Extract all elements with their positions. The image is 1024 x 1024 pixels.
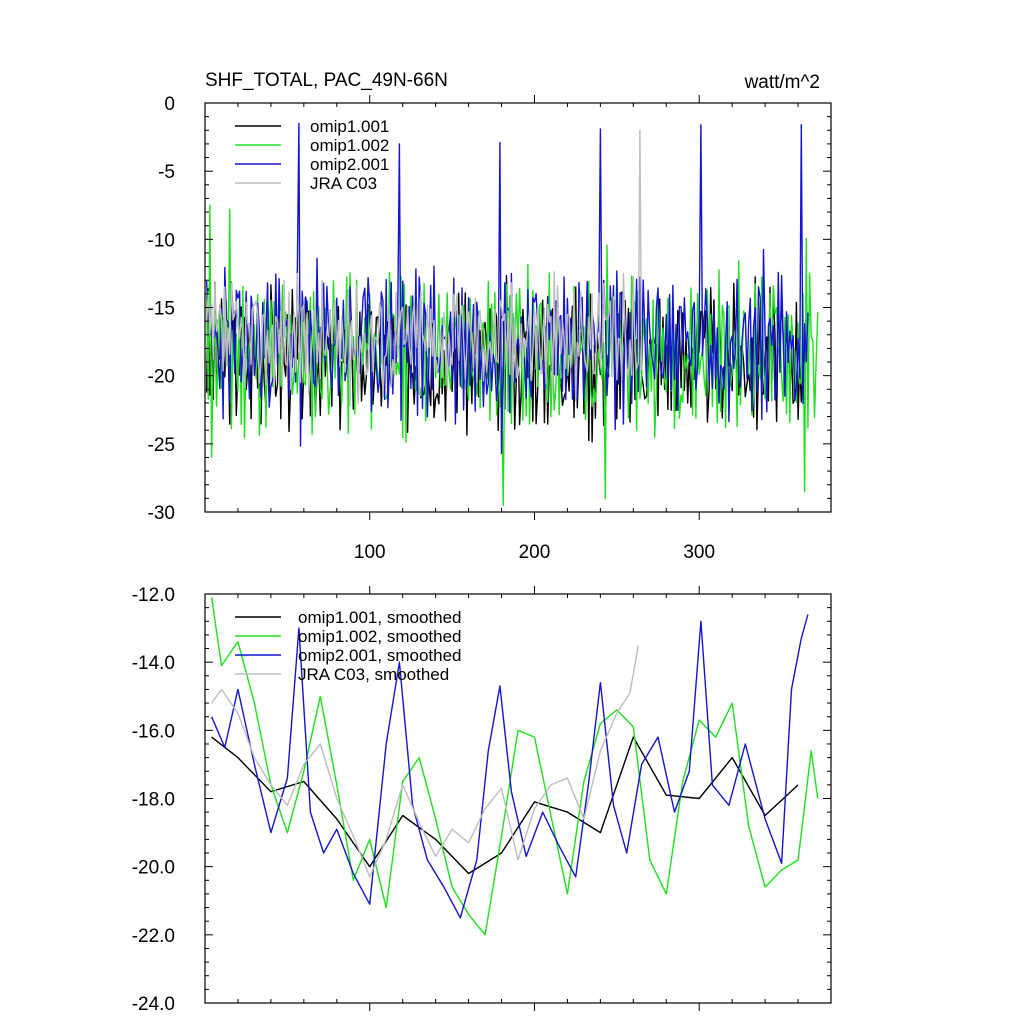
legend-label-1: omip1.001: [310, 117, 389, 136]
bottom-panel: -12.0 -14.0 -16.0 -18.0 -20.0 -22.0 -24.0 omip…: [132, 585, 832, 1015]
legend-label-1: omip1.001, smoothed: [298, 608, 462, 627]
bottom-panel-series: [210, 597, 819, 936]
y-tick-label: 0: [164, 94, 175, 115]
legend-label-2: omip1.002, smoothed: [298, 627, 462, 646]
top-panel-series: [205, 122, 819, 506]
y-tick-label: -20.0: [132, 858, 175, 879]
y-tick-label: -16.0: [132, 721, 175, 742]
top-axis-ticks: 0 -5 -10 -15 -20 -25 -30 100 200 300: [148, 94, 831, 563]
x-tick-label: 100: [354, 542, 386, 563]
top-units-label: watt/m^2: [744, 72, 820, 93]
legend-label-3: omip2.001, smoothed: [298, 646, 462, 665]
series-line-2: [210, 597, 819, 936]
series-line-1: [211, 736, 799, 875]
legend-label-4: JRA C03, smoothed: [298, 665, 449, 684]
y-tick-label: -14.0: [132, 653, 175, 674]
series-line-3: [210, 614, 809, 919]
series-line-4: [211, 644, 639, 878]
y-tick-label: -22.0: [132, 926, 175, 947]
x-tick-label: 200: [519, 542, 551, 563]
y-tick-label: -12.0: [132, 585, 175, 606]
y-tick-label: -18.0: [132, 790, 175, 811]
legend-label-3: omip2.001: [310, 155, 389, 174]
legend-label-2: omip1.002: [310, 136, 389, 155]
x-tick-label: 300: [683, 542, 715, 563]
y-tick-label: -25: [148, 435, 175, 456]
y-tick-label: -15: [148, 299, 175, 320]
bottom-axis-ticks: -12.0 -14.0 -16.0 -18.0 -20.0 -22.0 -24.0: [132, 585, 831, 1015]
top-panel: 0 -5 -10 -15 -20 -25 -30 100 200 300 SHF_TOTAL, P…: [148, 70, 832, 563]
y-tick-label: -30: [148, 503, 175, 524]
y-tick-label: -24.0: [132, 994, 175, 1015]
series-line-4: [205, 129, 643, 407]
top-chart-title: SHF_TOTAL, PAC_49N-66N: [205, 70, 448, 91]
y-tick-label: -5: [158, 162, 175, 183]
y-tick-label: -10: [148, 230, 175, 251]
legend-label-4: JRA C03: [310, 174, 377, 193]
y-tick-label: -20: [148, 367, 175, 388]
